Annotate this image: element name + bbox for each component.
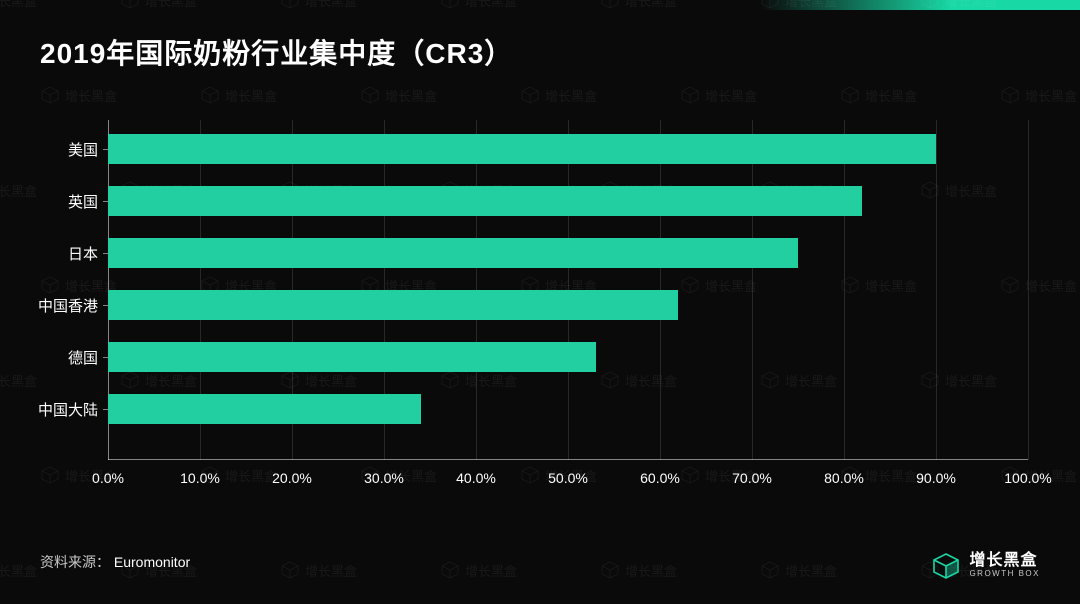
- x-tick-label: 50.0%: [548, 470, 588, 486]
- y-category-label: 中国大陆: [38, 399, 98, 420]
- top-accent-bar: [760, 0, 1080, 10]
- brand-name-en: GROWTH BOX: [969, 570, 1040, 578]
- bar-row: 美国: [108, 134, 1028, 164]
- y-tick: [103, 357, 108, 358]
- x-tick-label: 70.0%: [732, 470, 772, 486]
- box-icon: [931, 552, 961, 580]
- x-tick-label: 60.0%: [640, 470, 680, 486]
- source-value: Euromonitor: [114, 554, 190, 570]
- bar-row: 德国: [108, 342, 1028, 372]
- brand-logo: 增长黑盒 GROWTH BOX: [931, 552, 1040, 580]
- brand-text: 增长黑盒 GROWTH BOX: [969, 553, 1040, 578]
- bar: [108, 290, 678, 320]
- bar-row: 英国: [108, 186, 1028, 216]
- y-tick: [103, 253, 108, 254]
- bar: [108, 342, 596, 372]
- x-tick-label: 0.0%: [92, 470, 124, 486]
- x-tick-label: 20.0%: [272, 470, 312, 486]
- y-category-label: 美国: [68, 139, 98, 160]
- x-tick-label: 30.0%: [364, 470, 404, 486]
- x-tick-label: 40.0%: [456, 470, 496, 486]
- data-source: 资料来源： Euromonitor: [40, 552, 190, 572]
- bar-chart: 0.0% 10.0% 20.0% 30.0% 40.0% 50.0% 60.0% 70.0% 8…: [40, 120, 1040, 490]
- bar-row: 中国大陆: [108, 394, 1028, 424]
- y-tick: [103, 201, 108, 202]
- chart-title: 2019年国际奶粉行业集中度（CR3）: [40, 32, 513, 72]
- y-tick: [103, 305, 108, 306]
- brand-name-cn: 增长黑盒: [969, 553, 1040, 570]
- y-category-label: 英国: [68, 191, 98, 212]
- bar: [108, 394, 421, 424]
- x-tick-label: 100.0%: [1004, 470, 1051, 486]
- x-tick-label: 80.0%: [824, 470, 864, 486]
- source-label: 资料来源：: [40, 554, 110, 570]
- y-category-label: 中国香港: [38, 295, 98, 316]
- x-tick-label: 90.0%: [916, 470, 956, 486]
- plot-area: 0.0%10.0%20.0%30.0%40.0%50.0%60.0%70.0%8…: [108, 120, 1028, 460]
- x-tick-label: 10.0%: [180, 470, 220, 486]
- gridline: [1028, 120, 1029, 460]
- y-tick: [103, 149, 108, 150]
- bar: [108, 238, 798, 268]
- bar-row: 日本: [108, 238, 1028, 268]
- y-tick: [103, 409, 108, 410]
- bar: [108, 134, 936, 164]
- y-category-label: 日本: [68, 243, 98, 264]
- y-category-label: 德国: [68, 347, 98, 368]
- bar-row: 中国香港: [108, 290, 1028, 320]
- bar: [108, 186, 862, 216]
